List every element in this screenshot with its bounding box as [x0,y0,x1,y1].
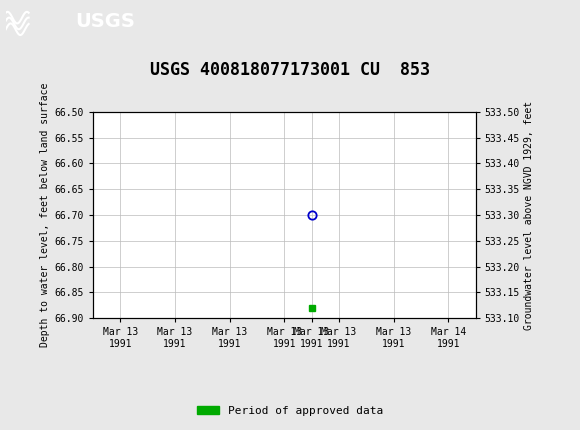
Y-axis label: Groundwater level above NGVD 1929, feet: Groundwater level above NGVD 1929, feet [524,101,534,329]
Legend: Period of approved data: Period of approved data [193,401,387,420]
Y-axis label: Depth to water level, feet below land surface: Depth to water level, feet below land su… [40,83,50,347]
Text: USGS 400818077173001 CU  853: USGS 400818077173001 CU 853 [150,61,430,79]
Text: USGS: USGS [75,12,135,31]
